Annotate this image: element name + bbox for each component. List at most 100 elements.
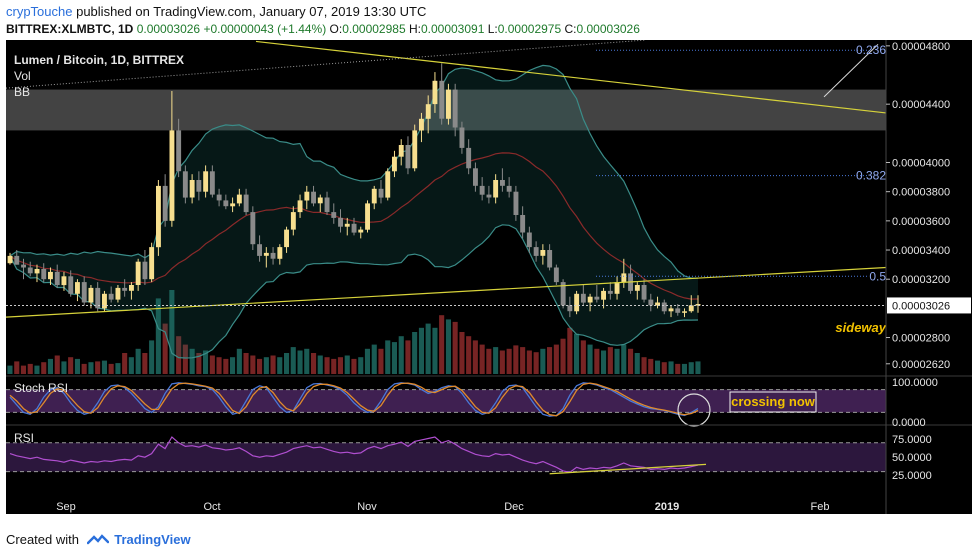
author-link[interactable]: crypTouche — [6, 4, 73, 19]
bollinger-upper-band — [9, 64, 698, 279]
rsi-support-trendline — [549, 463, 707, 475]
candle-body — [634, 285, 640, 291]
rsi-tick-label: 25.0000 — [892, 470, 932, 482]
volume-bar — [196, 353, 202, 374]
volume-bar — [128, 357, 134, 374]
candle-body — [216, 194, 222, 201]
time-tick-label: Sep — [56, 501, 76, 513]
candle-body — [41, 269, 47, 280]
last-price-box — [887, 297, 971, 314]
volume-bar — [567, 327, 573, 374]
ohlc-header: BITTREX:XLMBTC, 1D 0.00003026 +0.0000004… — [6, 22, 640, 36]
candle-body — [398, 145, 404, 157]
crossing-highlight-circle — [677, 393, 711, 427]
volume-bar — [614, 348, 620, 374]
volume-bar — [7, 365, 13, 374]
candle-body — [243, 194, 249, 213]
candle-body — [358, 229, 364, 233]
candle-body — [223, 200, 229, 207]
main-chart-title: Lumen / Bitcoin, 1D, BITTREX — [14, 53, 184, 67]
volume-bar — [263, 357, 269, 374]
volume-bar — [364, 348, 370, 374]
fib-extension-line — [823, 44, 879, 98]
volume-bar — [601, 350, 607, 374]
volume-bar — [466, 336, 472, 374]
candle-body — [553, 267, 559, 283]
candle-body — [425, 104, 431, 119]
candle-body — [419, 118, 424, 131]
candle-body — [311, 191, 316, 204]
volume-bar — [391, 342, 397, 374]
price-tick-label: 0.00003200 — [892, 274, 950, 286]
volume-bar — [209, 355, 215, 374]
volume-bar — [331, 358, 337, 374]
volume-bar — [668, 361, 674, 374]
candle-body — [230, 203, 236, 207]
fib-level-label: 0.236 — [856, 43, 886, 57]
volume-bar — [68, 357, 74, 374]
candle-body — [257, 244, 262, 256]
price-chart[interactable]: 0.236 0.382 0.5 sideway crossing now Stoch R… — [6, 40, 972, 514]
candle-body — [607, 290, 613, 294]
candle-body — [392, 156, 397, 172]
stoch-tick-label: 100.0000 — [892, 377, 938, 389]
publish-info: published on TradingView.com, January 07… — [72, 4, 427, 19]
candle-body — [351, 223, 357, 233]
candle-body — [540, 250, 546, 256]
volume-bar — [81, 363, 87, 374]
candle-body — [68, 276, 74, 294]
low-value: 0.00002975 — [497, 22, 562, 36]
candle-body — [149, 247, 155, 280]
volume-bar — [203, 350, 209, 374]
chart-area[interactable]: 0.236 0.382 0.5 sideway crossing now Stoch R… — [6, 40, 972, 514]
candle-body — [196, 180, 202, 192]
volume-bar — [371, 344, 377, 374]
candle-body — [34, 269, 40, 274]
volume-bar — [499, 350, 505, 374]
volume-bar — [425, 323, 431, 374]
volume-bar — [594, 348, 600, 374]
candle-body — [270, 252, 276, 259]
candle-body — [324, 197, 330, 213]
volume-bar — [533, 352, 539, 374]
candle-body — [142, 261, 148, 280]
candle-body — [54, 271, 60, 285]
volume-bar — [337, 357, 343, 374]
volume-bar — [243, 353, 249, 374]
volume-bar — [162, 323, 168, 374]
candle-body — [236, 194, 242, 204]
volume-bar — [547, 347, 553, 374]
candle-body — [14, 255, 20, 265]
candle-body — [479, 185, 485, 195]
sideway-annotation: sideway — [835, 320, 886, 335]
volume-bar — [135, 348, 141, 374]
candle-body — [378, 188, 384, 198]
candle-body — [182, 171, 188, 198]
candle-body — [21, 264, 26, 268]
candle-body — [176, 130, 182, 172]
candle-body — [594, 296, 600, 300]
bollinger-band-fill — [10, 65, 698, 359]
stoch-line — [9, 382, 699, 417]
volume-bar — [61, 361, 67, 374]
volume-bar — [47, 358, 53, 374]
candle-body — [661, 302, 667, 312]
volume-bar — [445, 319, 451, 374]
candle-body — [81, 282, 87, 303]
candle-body — [108, 293, 114, 300]
candle-body — [405, 145, 411, 169]
fib-level-label: 0.5 — [869, 269, 886, 283]
close-value: 0.00003026 — [576, 22, 640, 36]
volume-bar — [216, 357, 222, 374]
rsi-line — [9, 436, 699, 473]
tradingview-brand[interactable]: TradingView — [114, 532, 191, 547]
volume-bar — [479, 344, 485, 374]
candle-body — [526, 232, 532, 248]
volume-bar — [580, 340, 586, 374]
candle-body — [135, 261, 141, 285]
volume-bar — [688, 362, 694, 374]
volume-bar — [115, 363, 121, 374]
price-change: +0.00000043 (+1.44%) — [203, 22, 327, 36]
volume-bar — [634, 353, 640, 374]
candle-body — [317, 197, 323, 204]
